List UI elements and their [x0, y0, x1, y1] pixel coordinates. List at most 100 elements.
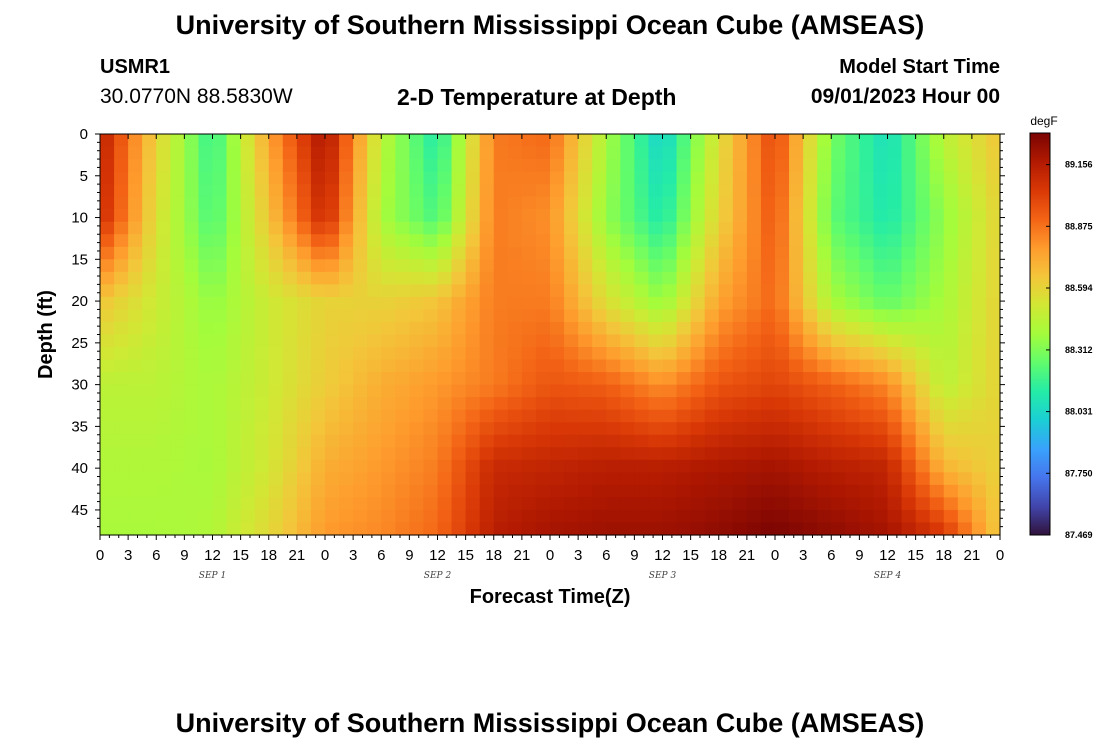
heatmap-cell — [985, 447, 1001, 461]
heatmap-cell — [381, 509, 396, 524]
heatmap-cell — [957, 209, 973, 223]
heatmap-cell — [535, 309, 551, 323]
heatmap-cell — [226, 196, 242, 210]
heatmap-cell — [775, 134, 790, 148]
heatmap-cell — [732, 234, 748, 248]
heatmap-cell — [718, 171, 734, 185]
heatmap-cell — [957, 409, 973, 423]
heatmap-cell — [704, 171, 720, 185]
heatmap-cell — [564, 309, 579, 323]
heatmap-cell — [198, 384, 214, 398]
heatmap-cell — [760, 359, 776, 373]
heatmap-cell — [662, 359, 678, 373]
heatmap-cell — [507, 359, 523, 373]
heatmap-cell — [578, 334, 593, 348]
heatmap-cell — [114, 171, 129, 185]
colorbar: 89.15688.87588.59488.31288.03187.75087.4… — [1029, 132, 1093, 540]
heatmap-cell — [282, 296, 298, 311]
heatmap-cell — [507, 246, 523, 260]
heatmap-cell — [718, 259, 734, 273]
heatmap-cell — [226, 221, 242, 235]
heatmap-cell — [212, 384, 228, 398]
heatmap-cell — [662, 271, 678, 285]
heatmap-cell — [296, 422, 312, 436]
x-tick-label: 18 — [260, 547, 277, 564]
heatmap-cell — [100, 459, 115, 473]
heatmap-cell — [521, 397, 537, 411]
heatmap-cell — [268, 447, 284, 461]
heatmap-cell — [915, 196, 931, 210]
heatmap-cell — [873, 359, 889, 373]
heatmap-cell — [789, 246, 804, 260]
heatmap-cell — [803, 159, 818, 173]
heatmap-cell — [831, 171, 846, 185]
heatmap-cell — [254, 284, 270, 298]
heatmap-cell — [465, 334, 481, 348]
heatmap-cell — [310, 509, 326, 524]
heatmap-cell — [254, 159, 270, 173]
heatmap-cell — [479, 196, 495, 210]
heatmap-cell — [128, 134, 143, 148]
heatmap-cell — [578, 384, 593, 398]
heatmap-cell — [521, 409, 537, 423]
heatmap-cell — [775, 484, 790, 499]
heatmap-cell — [760, 409, 776, 423]
heatmap-cell — [564, 334, 579, 348]
heatmap-cell — [662, 146, 678, 160]
heatmap-cell — [873, 234, 889, 248]
heatmap-cell — [381, 171, 396, 185]
heatmap-cell — [718, 309, 734, 323]
heatmap-cell — [606, 134, 621, 148]
heatmap-cell — [901, 284, 917, 298]
heatmap-cell — [803, 171, 818, 185]
heatmap-cell — [775, 409, 790, 423]
heatmap-cell — [943, 397, 959, 411]
heatmap-cell — [423, 372, 439, 386]
heatmap-cell — [367, 309, 382, 323]
heatmap-cell — [100, 209, 115, 223]
heatmap-cell — [451, 472, 467, 486]
heatmap-cell — [184, 409, 200, 423]
heatmap-cell — [156, 196, 171, 210]
heatmap-cell — [325, 409, 340, 423]
heatmap-cell — [887, 522, 903, 536]
heatmap-cell — [845, 271, 860, 285]
heatmap-cell — [831, 296, 846, 311]
heatmap-cell — [760, 271, 776, 285]
heatmap-cell — [184, 497, 200, 511]
heatmap-cell — [254, 296, 270, 311]
heatmap-cell — [268, 509, 284, 524]
heatmap-cell — [592, 447, 607, 461]
heatmap-cell — [226, 334, 242, 348]
x-tick-label: 12 — [429, 547, 446, 564]
heatmap-cell — [156, 434, 171, 448]
heatmap-cell — [339, 359, 354, 373]
heatmap-cell — [662, 184, 678, 198]
heatmap-cell — [817, 321, 832, 336]
heatmap-cell — [521, 134, 537, 148]
heatmap-cell — [817, 397, 832, 411]
heatmap-cell — [353, 321, 368, 336]
heatmap-cell — [873, 171, 889, 185]
heatmap-cell — [718, 472, 734, 486]
heatmap-cell — [831, 146, 846, 160]
heatmap-cell — [775, 447, 790, 461]
heatmap-cell — [184, 196, 200, 210]
heatmap-cell — [381, 409, 396, 423]
heatmap-cell — [592, 472, 607, 486]
heatmap-cell — [535, 221, 551, 235]
heatmap-cell — [775, 321, 790, 336]
heatmap-cell — [859, 171, 875, 185]
heatmap-cell — [100, 359, 115, 373]
heatmap-cell — [535, 159, 551, 173]
heatmap-cell — [296, 271, 312, 285]
heatmap-cell — [845, 447, 860, 461]
heatmap-cell — [212, 296, 228, 311]
heatmap-cell — [578, 221, 593, 235]
heatmap-cell — [170, 221, 185, 235]
heatmap-cell — [943, 159, 959, 173]
heatmap-cell — [479, 184, 495, 198]
heatmap-cell — [437, 434, 453, 448]
heatmap-cell — [381, 459, 396, 473]
heatmap-cell — [226, 234, 242, 248]
